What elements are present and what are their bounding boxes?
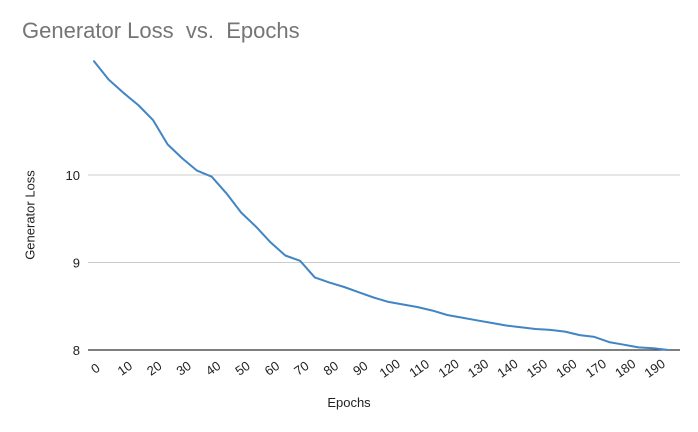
x-tick-label: 40 — [203, 358, 223, 379]
x-tick-label: 20 — [144, 358, 164, 379]
x-tick-label: 60 — [262, 358, 282, 379]
x-tick-label: 140 — [494, 356, 520, 381]
series-group — [93, 60, 669, 351]
y-tick-label: 9 — [73, 256, 80, 271]
gridlines — [88, 174, 680, 351]
x-tick-label: 150 — [524, 356, 550, 381]
x-tick-label: 160 — [553, 356, 579, 381]
x-tick-label: 30 — [173, 358, 193, 379]
x-tick-label: 10 — [115, 358, 135, 379]
y-tick-label: 10 — [66, 168, 80, 183]
x-tick-label: 100 — [377, 356, 403, 381]
x-tick-label: 70 — [291, 358, 311, 379]
y-axis-title: Generator Loss — [22, 170, 38, 260]
x-tick-label: 110 — [406, 356, 432, 380]
y-tick-label: 8 — [73, 343, 80, 358]
x-axis-ticks: 0 10 20 30 40 50 60 70 80 90 100 110 120 130 140 150 160… — [88, 356, 668, 381]
y-axis-ticks: 8 9 10 — [66, 168, 80, 358]
x-tick-label: 50 — [232, 358, 252, 379]
x-tick-label: 190 — [642, 356, 668, 381]
x-tick-label: 170 — [583, 356, 609, 381]
x-axis-title: Epochs — [327, 395, 371, 410]
x-tick-label: 120 — [435, 356, 461, 381]
x-tick-label: 130 — [465, 356, 491, 381]
series-line-0 — [93, 60, 669, 351]
chart-title: Generator Loss vs. Epochs — [22, 18, 300, 43]
x-tick-label: 180 — [612, 356, 638, 381]
x-tick-label: 90 — [350, 358, 370, 379]
x-tick-label: 0 — [88, 360, 103, 376]
x-tick-label: 80 — [321, 358, 341, 379]
